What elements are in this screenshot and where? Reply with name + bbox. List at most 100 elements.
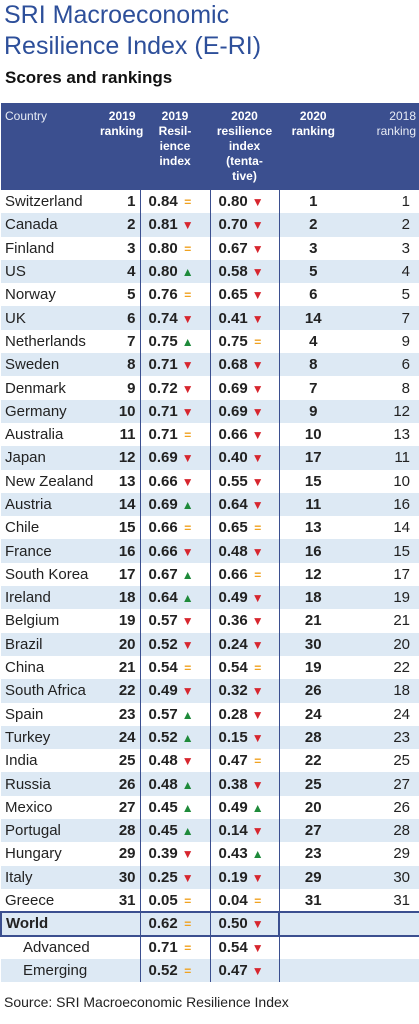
- table-row: Japan 12 0.69 ▼ 0.40 ▼ 17 11: [1, 446, 419, 470]
- aggregate-name: World: [0, 911, 140, 937]
- index-2019: 0.25 ▼: [139, 865, 210, 889]
- country-name: South Africa: [1, 679, 96, 703]
- country-name: Austria: [1, 492, 96, 517]
- down-triangle-icon: ▼: [251, 870, 264, 885]
- rank-2018: 3: [347, 236, 419, 260]
- country-name: Norway: [1, 283, 96, 307]
- rank-2019: 30: [96, 865, 140, 889]
- index-2019-value: 0.80: [148, 239, 178, 257]
- header-2020-ranking: 2020 ranking: [278, 103, 347, 190]
- index-2020-value: 0.43: [218, 845, 248, 863]
- index-2019: 0.72 ▼: [139, 376, 210, 400]
- index-2020-value: 0.41: [218, 309, 248, 327]
- table-row: South Africa 22 0.49 ▼ 0.32 ▼ 26 18: [1, 679, 419, 703]
- down-triangle-icon: ▼: [251, 451, 264, 466]
- table-row: Belgium 19 0.57 ▼ 0.36 ▼ 21 21: [1, 609, 419, 633]
- rank-2018: 9: [347, 329, 419, 354]
- rank-2018: 10: [347, 469, 419, 493]
- rank-2018: 14: [347, 516, 419, 540]
- index-2020: 0.69 ▼: [209, 399, 279, 423]
- rank-2018: 22: [347, 655, 419, 680]
- rank-2020: 15: [278, 469, 347, 493]
- index-2020-value: 0.47: [218, 961, 248, 979]
- world-row: World 0.62 = 0.50 ▼: [0, 911, 419, 937]
- source-note: Source: SRI Macroeconomic Resilience Ind…: [4, 994, 289, 1010]
- country-name: Australia: [1, 422, 96, 447]
- table-body: Switzerland 1 0.84 = 0.80 ▼ 1 1 Canada 2 0.81 ▼ 0.70…: [0, 190, 419, 983]
- rank-2018: 27: [347, 772, 419, 796]
- index-2019: 0.57 ▲: [139, 702, 210, 726]
- rank-2018: 19: [347, 586, 419, 610]
- header-2019-ranking: 2019 ranking: [96, 103, 143, 190]
- table-row: China 21 0.54 = 0.54 = 19 22: [1, 655, 419, 680]
- rank-2020: 25: [278, 772, 347, 796]
- country-name: Chile: [1, 516, 96, 540]
- index-2020: 0.69 ▼: [209, 376, 279, 400]
- index-2020: 0.66 =: [209, 562, 279, 587]
- rank-2020: 23: [278, 842, 347, 866]
- index-2019: 0.74 ▼: [139, 306, 210, 330]
- index-2020-value: 0.69: [218, 379, 248, 397]
- index-2019: 0.57 ▼: [139, 609, 210, 633]
- index-2019: 0.45 ▲: [139, 795, 210, 820]
- header-2018-ranking: 2018 ranking: [347, 103, 419, 190]
- rank-2020: 20: [278, 795, 347, 820]
- equal-sign-icon: =: [184, 195, 192, 210]
- country-name: Italy: [1, 865, 96, 889]
- title-line-1: SRI Macroeconomic: [4, 1, 230, 29]
- rank-2020-empty: [278, 935, 347, 959]
- index-2020-value: 0.70: [218, 216, 248, 234]
- index-2020-value: 0.67: [218, 239, 248, 257]
- country-name: Canada: [1, 213, 96, 237]
- equal-sign-icon: =: [184, 241, 192, 256]
- rank-2018: 5: [347, 283, 419, 307]
- country-name: New Zealand: [1, 469, 96, 493]
- down-triangle-icon: ▼: [251, 381, 264, 396]
- country-name: China: [1, 655, 96, 680]
- index-2019-value: 0.52: [148, 728, 178, 746]
- rank-2018: 13: [347, 422, 419, 447]
- index-2020: 0.68 ▼: [209, 353, 279, 377]
- table-row: Portugal 28 0.45 ▲ 0.14 ▼ 27 28: [1, 819, 419, 843]
- rank-2018-empty: [347, 911, 419, 937]
- index-2019: 0.76 =: [139, 283, 210, 307]
- index-2020-value: 0.75: [218, 332, 248, 350]
- table-row: Finland 3 0.80 = 0.67 ▼ 3 3: [1, 236, 419, 260]
- country-name: Belgium: [1, 609, 96, 633]
- rank-2018: 16: [347, 492, 419, 517]
- equal-sign-icon: =: [254, 661, 262, 676]
- index-2020-value: 0.65: [218, 519, 248, 537]
- rank-2020: 29: [278, 865, 347, 889]
- index-2020-value: 0.04: [218, 891, 248, 909]
- index-2019-value: 0.81: [148, 216, 178, 234]
- equal-sign-icon: =: [184, 521, 192, 536]
- index-2020: 0.15 ▼: [209, 725, 279, 750]
- down-triangle-icon: ▼: [251, 218, 264, 233]
- rank-2019: 9: [96, 376, 140, 400]
- index-2020: 0.32 ▼: [209, 679, 279, 703]
- rank-2019: 7: [96, 329, 140, 354]
- down-triangle-icon: ▼: [251, 544, 264, 559]
- aggregate-name: Emerging: [1, 958, 140, 983]
- up-triangle-icon: ▲: [181, 498, 194, 512]
- rank-2019: 1: [96, 190, 140, 214]
- rank-2019: 25: [96, 749, 140, 773]
- index-2020: 0.14 ▼: [209, 819, 279, 843]
- index-2019-value: 0.84: [148, 193, 178, 211]
- rank-2019: 27: [96, 795, 140, 820]
- equal-sign-icon: =: [254, 754, 262, 769]
- index-2020-value: 0.47: [218, 752, 248, 770]
- down-triangle-icon: ▼: [181, 474, 194, 489]
- index-2019-value: 0.67: [148, 565, 178, 583]
- index-2020-value: 0.66: [218, 426, 248, 444]
- rank-2019: 13: [96, 469, 140, 493]
- up-triangle-icon: ▲: [181, 265, 194, 280]
- index-2020: 0.66 ▼: [209, 422, 279, 447]
- index-2020-value: 0.65: [218, 286, 248, 304]
- index-2020-value: 0.80: [218, 193, 248, 211]
- index-2019: 0.52 ▼: [139, 632, 210, 656]
- rank-2019: 26: [96, 772, 140, 796]
- down-triangle-icon: ▼: [251, 684, 264, 699]
- index-2020: 0.43 ▲: [209, 842, 279, 866]
- down-triangle-icon: ▼: [181, 381, 194, 396]
